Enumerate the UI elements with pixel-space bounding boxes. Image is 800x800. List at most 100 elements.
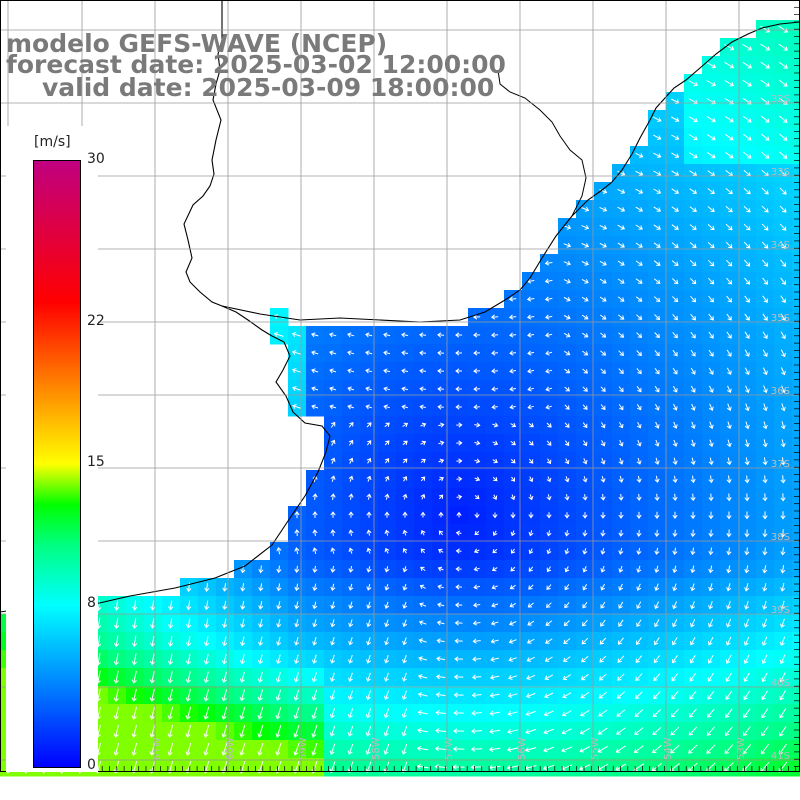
wind-arrow [437, 584, 444, 590]
wind-arrow [780, 403, 786, 412]
wind-arrow [257, 707, 264, 720]
wind-arrow [347, 690, 353, 701]
wind-arrow [671, 206, 679, 212]
wind-arrow [402, 619, 408, 628]
wind-arrow [293, 689, 300, 701]
wind-arrow [636, 529, 642, 537]
wind-arrow [239, 671, 245, 683]
wind-arrow [365, 368, 373, 374]
wind-arrow [690, 565, 696, 574]
wind-arrow [150, 618, 156, 629]
wind-arrow [401, 332, 409, 338]
wind-arrow [291, 368, 302, 373]
wind-arrow [149, 724, 156, 738]
wind-arrow [546, 494, 552, 501]
wind-arrow [706, 62, 717, 69]
wind-arrow [471, 710, 482, 716]
wind-arrow [669, 762, 680, 772]
colorbar-tick-label: 15 [87, 454, 105, 470]
wind-arrow [726, 493, 732, 502]
wind-arrow [276, 601, 282, 610]
wind-arrow [760, 79, 770, 87]
wind-arrow [688, 744, 698, 754]
wind-arrow [725, 708, 733, 718]
wind-arrow [348, 493, 354, 500]
wind-arrow [653, 188, 662, 194]
longitude-label: 58W [371, 737, 382, 760]
wind-arrow [617, 224, 626, 230]
speed-cell [792, 110, 800, 129]
wind-arrow [672, 637, 678, 646]
wind-arrow [562, 674, 571, 681]
wind-arrow [506, 746, 519, 753]
wind-arrow [276, 546, 282, 555]
wind-arrow [454, 656, 464, 662]
wind-arrow [402, 422, 409, 428]
wind-arrow [221, 671, 227, 684]
wind-arrow [579, 764, 591, 771]
wind-arrow [579, 746, 591, 753]
wind-arrow [239, 742, 246, 756]
wind-arrow [726, 403, 732, 412]
wind-arrow [471, 692, 482, 698]
wind-arrow [635, 206, 644, 212]
wind-arrow [581, 655, 589, 663]
wind-arrow [365, 350, 373, 356]
wind-arrow [707, 242, 715, 249]
wind-arrow [563, 332, 571, 338]
wind-arrow [743, 636, 750, 646]
wind-arrow [599, 242, 607, 248]
wind-arrow [708, 601, 714, 610]
speed-cell [792, 632, 800, 651]
wind-arrow [743, 223, 751, 231]
wind-arrow [507, 728, 519, 735]
wind-arrow [708, 277, 715, 285]
wind-arrow [599, 637, 607, 645]
wind-arrow [581, 242, 590, 248]
wind-arrow [778, 115, 788, 123]
wind-arrow [167, 724, 174, 738]
wind-arrow [348, 439, 354, 446]
wind-arrow [222, 583, 228, 592]
wind-arrow [149, 742, 156, 756]
wind-arrow [600, 494, 606, 501]
wind-arrow [294, 511, 300, 519]
wind-arrow [330, 529, 336, 536]
speed-cell [792, 398, 800, 417]
wind-arrow [239, 654, 246, 665]
wind-arrow [311, 724, 318, 738]
speed-cell [792, 164, 800, 183]
wind-arrow [312, 511, 318, 518]
longitude-label: 60W [225, 737, 236, 760]
wind-arrow [528, 530, 534, 537]
wind-arrow [311, 386, 319, 392]
speed-cell [792, 650, 800, 669]
wind-arrow [779, 654, 786, 665]
wind-arrow [257, 724, 264, 738]
wind-arrow [366, 654, 371, 664]
wind-arrow [402, 637, 408, 646]
wind-arrow [455, 566, 462, 572]
speed-cell [792, 488, 800, 507]
wind-arrow [563, 260, 571, 266]
wind-arrow [672, 385, 678, 393]
wind-arrow [472, 314, 481, 320]
latitude-label: 33S [771, 167, 790, 178]
wind-arrow [725, 654, 732, 664]
wind-arrow [780, 475, 786, 484]
wind-arrow [690, 313, 696, 321]
wind-arrow [365, 726, 372, 737]
wind-arrow [365, 690, 371, 701]
wind-arrow [366, 493, 372, 500]
wind-arrow [599, 189, 608, 194]
wind-arrow [762, 313, 768, 321]
wind-arrow [708, 529, 714, 538]
speed-cell [792, 686, 800, 705]
wind-arrow [419, 386, 426, 392]
wind-arrow [330, 654, 335, 664]
wind-arrow [564, 458, 570, 465]
wind-arrow [546, 476, 552, 483]
wind-arrow [492, 494, 498, 500]
wind-arrow [761, 223, 769, 231]
wind-arrow [366, 637, 372, 646]
